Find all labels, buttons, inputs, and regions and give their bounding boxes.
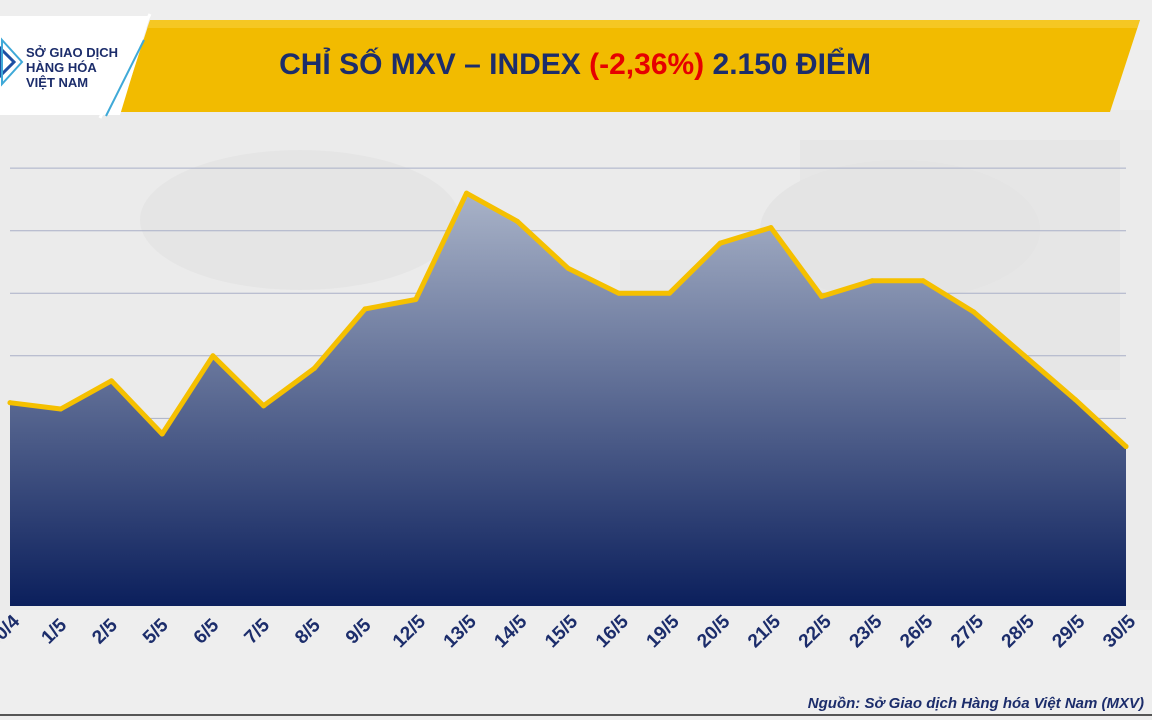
x-tick-label: 6/5 — [190, 615, 224, 649]
data-point — [58, 406, 64, 412]
data-point — [210, 353, 216, 359]
x-tick-label: 27/5 — [947, 611, 988, 652]
x-tick-label: 19/5 — [643, 611, 684, 652]
x-tick-label: 23/5 — [846, 611, 887, 652]
data-point — [920, 278, 926, 284]
source-note: Nguồn: Sở Giao dịch Hàng hóa Việt Nam (M… — [808, 695, 1144, 712]
data-point — [159, 431, 165, 437]
x-tick-label: 21/5 — [744, 611, 785, 652]
logo: SỞ GIAO DỊCH HÀNG HÓA VIỆT NAM — [0, 13, 152, 119]
title-change: (-2,36%) — [589, 48, 704, 81]
chart-title: CHỈ SỐ MXV – INDEX (-2,36%) 2.150 ĐIỂM — [279, 47, 871, 81]
data-point — [1123, 443, 1129, 449]
logo-line-3: VIỆT NAM — [26, 75, 88, 90]
x-tick-label: 2/5 — [88, 615, 122, 649]
x-tick-label: 12/5 — [389, 611, 430, 652]
x-tick-label: 16/5 — [592, 611, 633, 652]
data-point — [819, 293, 825, 299]
data-point — [616, 290, 622, 296]
banner-shadow — [147, 20, 1140, 28]
data-point — [717, 240, 723, 246]
logo-mark-icon — [0, 37, 24, 87]
data-point — [311, 365, 317, 371]
data-point — [1022, 353, 1028, 359]
x-tick-label: 7/5 — [241, 615, 275, 649]
data-point — [1072, 397, 1078, 403]
data-points — [7, 190, 1129, 449]
logo-line-2: HÀNG HÓA — [26, 60, 97, 75]
data-point — [261, 403, 267, 409]
title-suffix: 2.150 ĐIỂM — [704, 47, 871, 81]
data-point — [971, 309, 977, 315]
data-point — [464, 190, 470, 196]
data-point — [362, 306, 368, 312]
x-tick-label: 1/5 — [38, 615, 72, 649]
data-point — [565, 265, 571, 271]
x-axis-ticks: 30/4 1/5 2/5 5/5 6/5 7/5 8/5 9/5 12/5 13/5 14/5 15/… — [0, 611, 1140, 652]
x-tick-label: 8/5 — [291, 615, 325, 649]
data-point — [869, 278, 875, 284]
data-point — [108, 378, 114, 384]
series-area — [10, 193, 1126, 606]
data-point — [768, 225, 774, 231]
logo-line-1: SỞ GIAO DỊCH — [26, 45, 118, 60]
data-point — [7, 400, 13, 406]
x-tick-label: 28/5 — [998, 611, 1039, 652]
data-point — [666, 290, 672, 296]
data-point — [514, 218, 520, 224]
title-prefix: CHỈ SỐ MXV – INDEX — [279, 47, 589, 81]
x-tick-label: 5/5 — [139, 615, 173, 649]
x-tick-label: 29/5 — [1048, 611, 1089, 652]
x-tick-label: 9/5 — [342, 615, 376, 649]
data-point — [413, 297, 419, 303]
x-tick-label: 13/5 — [440, 611, 481, 652]
title-banner — [120, 20, 1140, 112]
x-tick-label: 30/4 — [0, 611, 24, 652]
x-tick-label: 26/5 — [896, 611, 937, 652]
x-tick-label: 15/5 — [541, 611, 582, 652]
x-tick-label: 20/5 — [693, 611, 734, 652]
x-tick-label: 30/5 — [1099, 611, 1140, 652]
x-tick-label: 22/5 — [795, 611, 836, 652]
x-tick-label: 14/5 — [490, 611, 531, 652]
